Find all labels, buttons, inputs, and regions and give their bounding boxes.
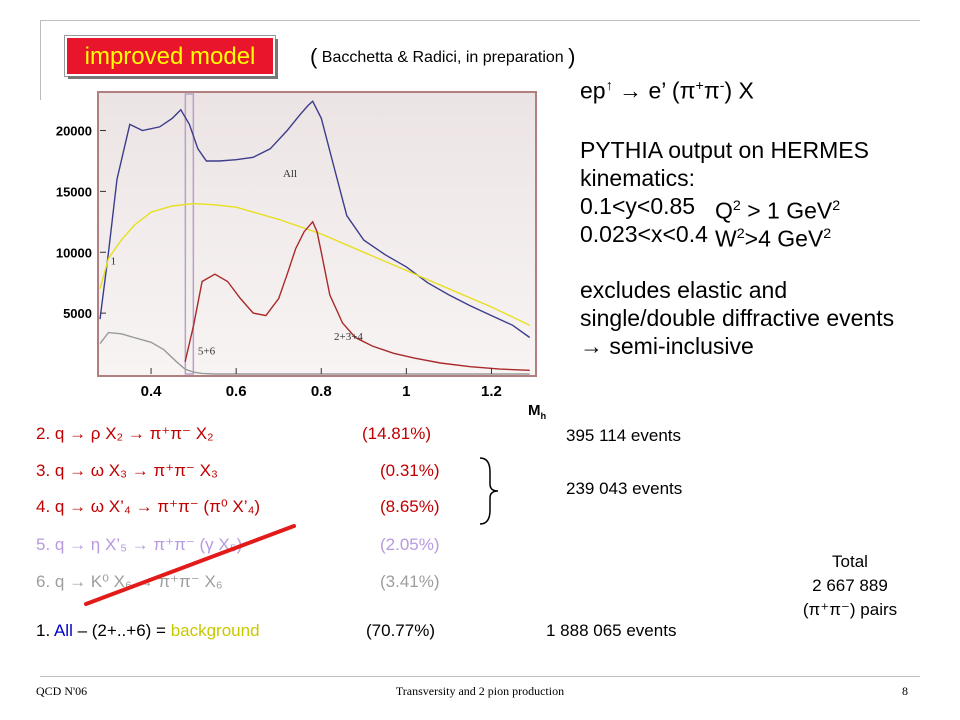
curve-label: 5+6 [198,346,216,358]
x-tick-label: 0.4 [141,383,163,400]
channel-row: 5. q → η X’₅ → π⁺π⁻ (γ X₅) (2.05%) [36,535,440,555]
channel-percent: (3.41%) [380,572,440,591]
background-line: 1. All – (2+..+6) = background (70.77%) [36,621,435,640]
desc-line-x-range: 0.023<x<0.4 W2>4 GeV2 [580,221,832,252]
x-tick-label: 1.2 [481,383,502,400]
channel-percent: (0.31%) [380,461,440,480]
badge-label: improved model [84,43,256,70]
mass-spectrum-chart: 5000 10000 15000 20000 0.4 0.6 0.8 1 1.2 All 1 2+3… [56,91,537,400]
series-line-All [99,100,531,339]
desc-line: → semi-inclusive [580,333,754,359]
events-rho: 395 114 events [566,426,681,445]
desc-line: excludes elastic and [580,277,788,303]
citation: ( Bacchetta & Radici, in preparation ) [310,44,576,69]
curve-label: 1 [111,255,117,267]
mh-axis-label: Mh [528,402,547,421]
desc-line-y-range: 0.1<y<0.85 Q2 > 1 GeV2 [580,193,841,224]
x-tick-label: 0.6 [226,383,247,400]
events-background: 1 888 065 events [546,621,677,640]
reaction-formula: ep↑ → e’ (π+π-) X [580,77,754,104]
channel-row: 3. q → ω X₃ → π⁺π⁻ X₃ (0.31%) [36,461,440,481]
total-pairs: Total 2 667 889 (π⁺π⁻) pairs [802,552,898,619]
strike-line [84,524,296,606]
left-rule [40,20,41,100]
curve-label: All [283,168,297,180]
curve-label: 2+3+4 [334,331,363,343]
events-omega: 239 043 events [566,479,683,498]
mass-window-band [184,93,195,375]
footer-center: Transversity and 2 pion production [395,684,565,698]
channel-text: 3. q → ω X₃ → π⁺π⁻ X₃ [36,461,218,480]
y-tick-label: 5000 [63,306,92,321]
desc-line: single/double diffractive events [580,305,895,331]
y-tick-label: 10000 [56,245,92,260]
channel-row: 4. q → ω X’₄ → π⁺π⁻ (π⁰ X’₄) (8.65%) [36,497,440,517]
all-label: All [53,621,73,640]
channel-percent: (14.81%) [362,424,431,443]
x-tick-label: 1 [402,383,410,400]
channel-text: 6. q → K⁰ X₆ → π⁺π⁻ X₆ [36,572,223,591]
pythia-description: PYTHIA output on HERMES kinematics: 0.1<… [580,136,894,360]
brace [479,457,499,525]
series-line-2-3-4 [184,220,530,371]
channel-text: 2. q → ρ X₂ → π⁺π⁻ X₂ [36,424,214,443]
y-tick-label: 15000 [56,184,92,199]
desc-line: PYTHIA output on HERMES [580,137,869,163]
citation-text: Bacchetta & Radici, in preparation [321,49,564,66]
y-tick-label: 20000 [56,124,92,139]
footer-left: QCD N'06 [36,684,88,698]
page-number: 8 [902,684,908,698]
channel-row: 2. q → ρ X₂ → π⁺π⁻ X₂ (14.81%) [36,424,431,444]
bottom-rule [40,676,920,677]
channel-row: 6. q → K⁰ X₆ → π⁺π⁻ X₆ (3.41%) [36,572,440,592]
x-tick-label: 0.8 [311,383,332,400]
channel-text: 4. q → ω X’₄ → π⁺π⁻ (π⁰ X’₄) [36,497,261,516]
desc-line: kinematics: [580,165,696,191]
channel-percent: (8.65%) [380,497,440,516]
background-label: background [170,621,260,640]
channel-text: 5. q → η X’₅ → π⁺π⁻ (γ X₅) [36,535,243,554]
channel-percent: (2.05%) [380,535,440,554]
top-rule [40,20,920,21]
improved-model-badge: improved model [65,36,275,76]
series-line-1 [99,202,531,326]
